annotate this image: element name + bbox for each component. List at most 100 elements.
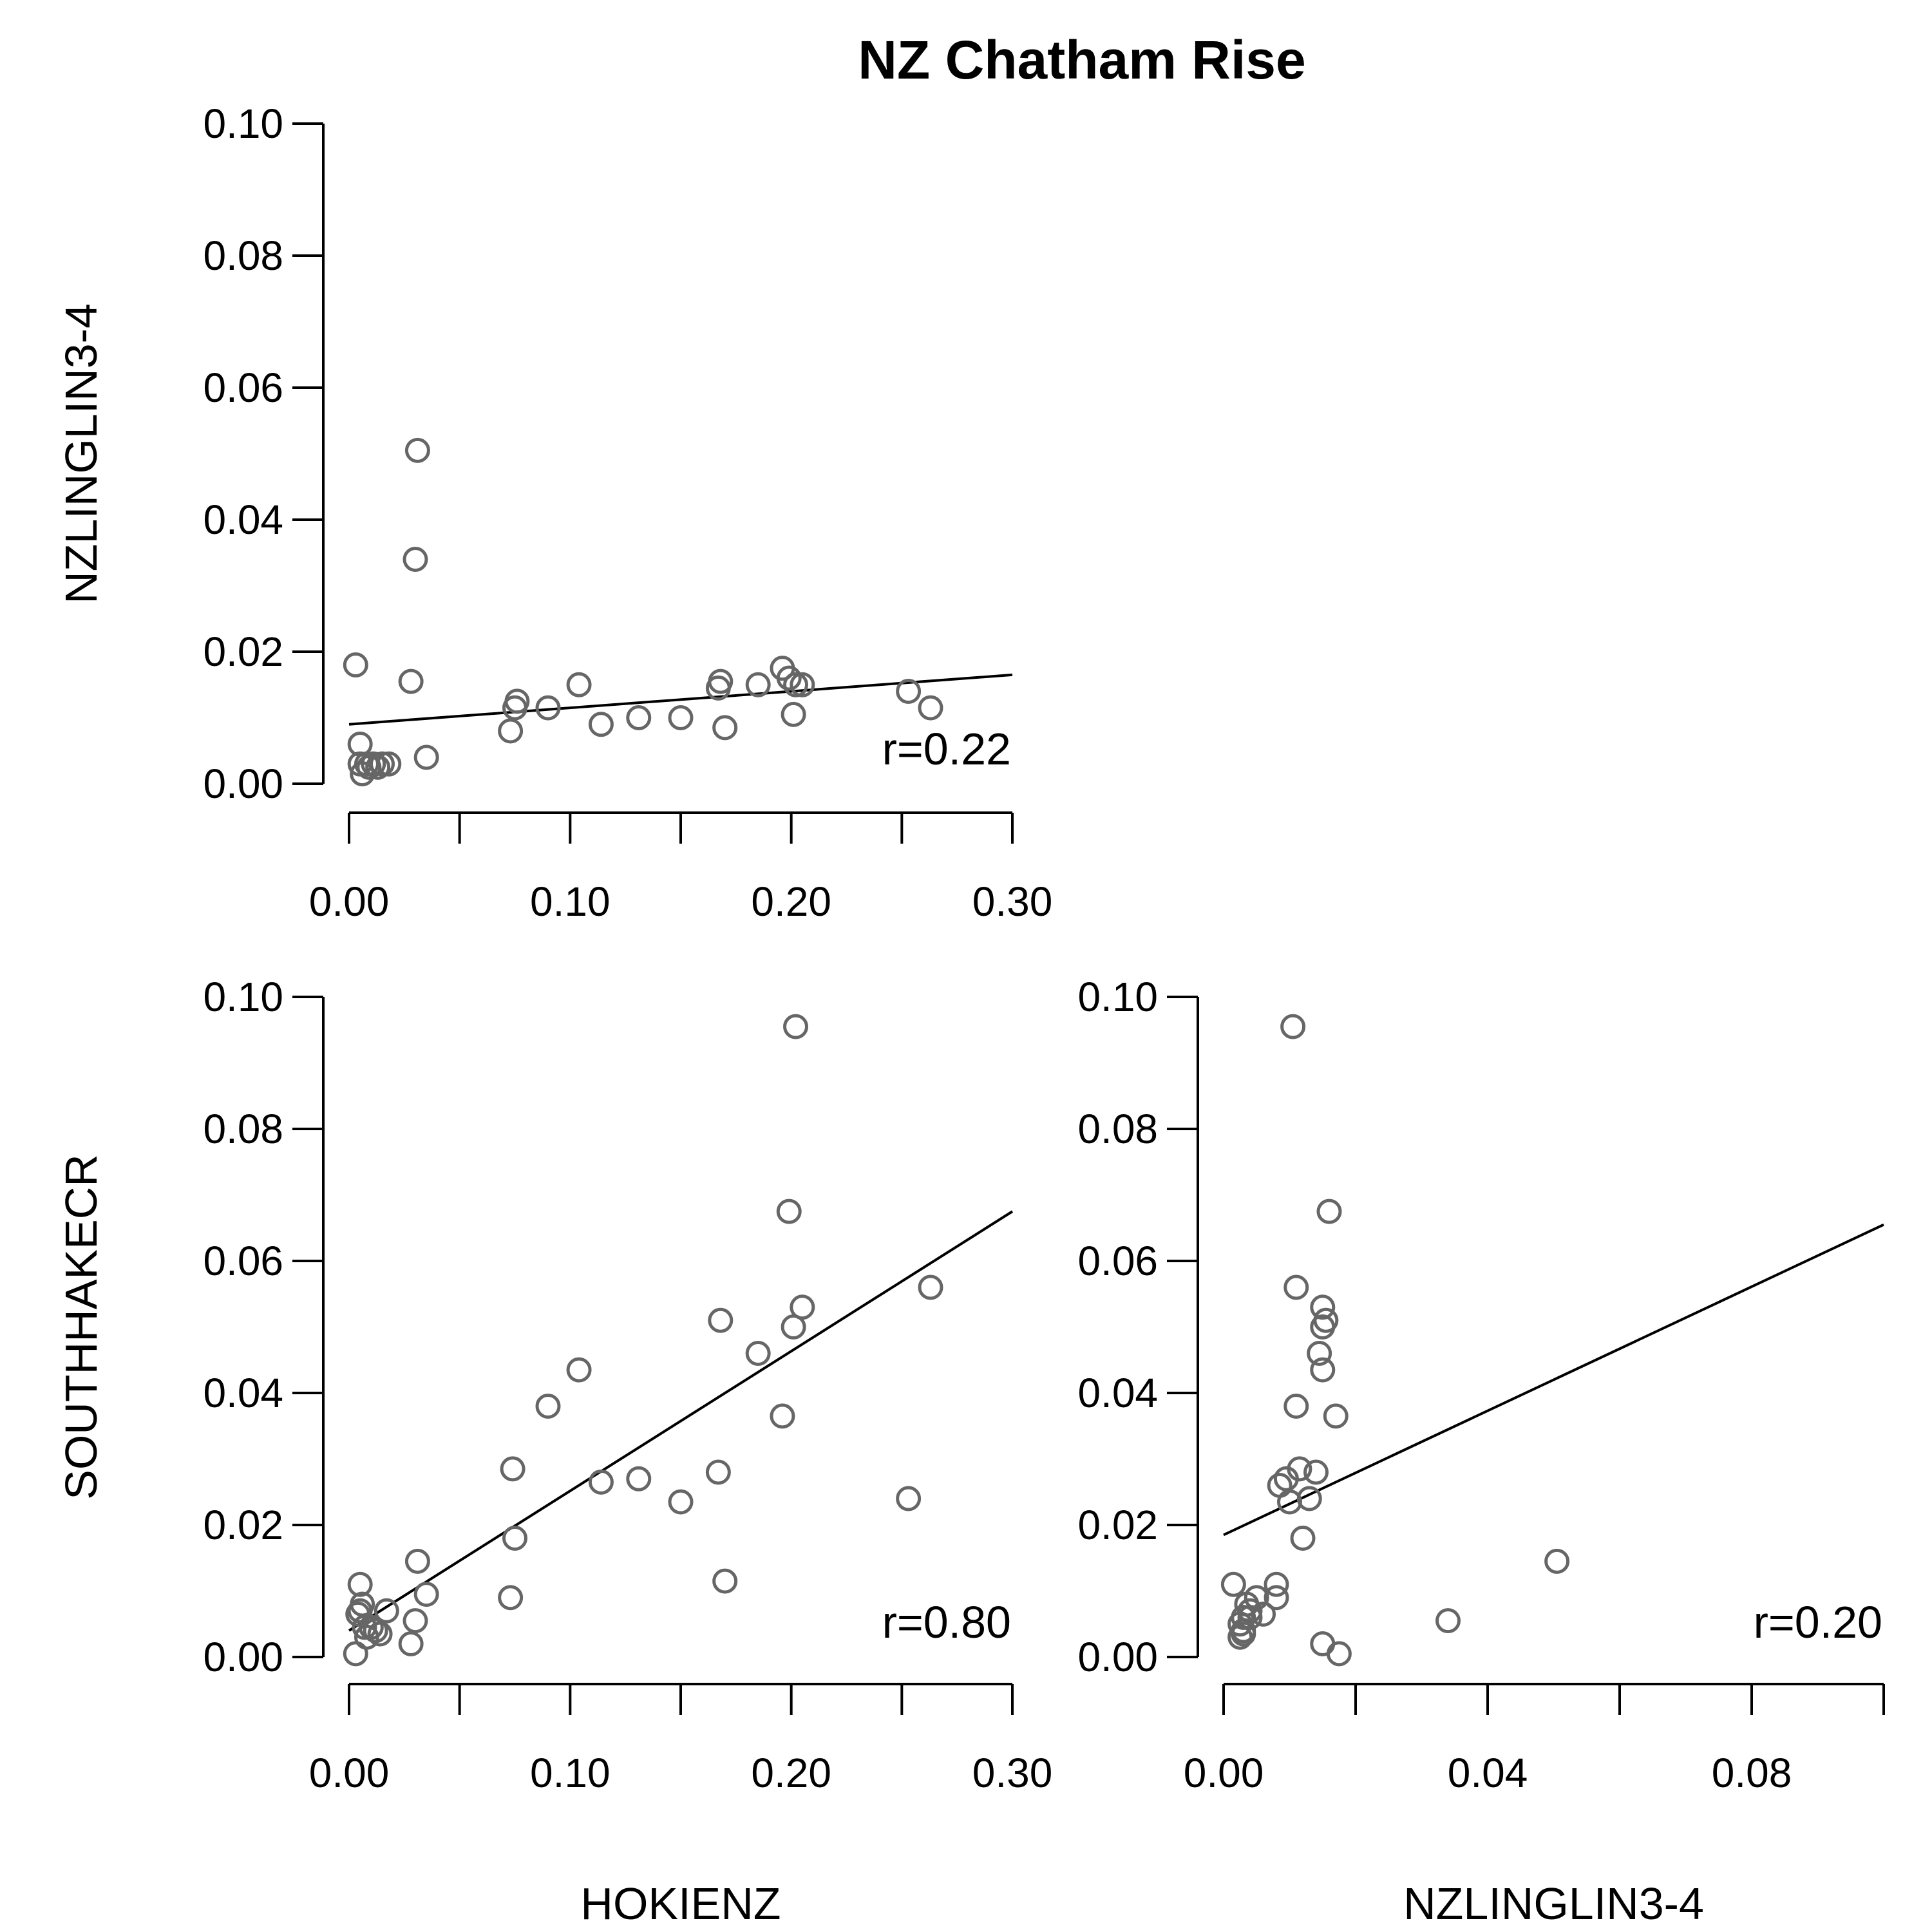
x-tick-label: 0.00 [309, 878, 390, 925]
data-point [404, 1548, 430, 1574]
x-tick-label: 0.20 [751, 1750, 831, 1796]
data-point [404, 437, 430, 463]
data-point [1544, 1548, 1570, 1574]
data-point [712, 1568, 738, 1594]
data-point [1307, 1341, 1332, 1366]
data-point [783, 672, 809, 697]
y-tick-label: 0.00 [1077, 1634, 1158, 1680]
data-point [1251, 1601, 1276, 1627]
y-tick-label: 0.02 [1077, 1502, 1158, 1548]
y-axis-title: NZLINGLIN3-4 [56, 303, 106, 604]
data-point [1220, 1571, 1246, 1597]
data-point [1287, 1456, 1312, 1482]
data-point [535, 1394, 561, 1419]
data-point [668, 1489, 694, 1515]
data-point [1296, 1486, 1322, 1511]
data-point [626, 1466, 652, 1492]
y-tick-label: 0.08 [203, 232, 283, 279]
y-tick-label: 0.02 [203, 629, 283, 675]
data-point [776, 665, 802, 691]
y-tick-label: 0.10 [1077, 974, 1158, 1020]
y-tick-label: 0.04 [1077, 1370, 1158, 1416]
y-tick-label: 0.02 [203, 1502, 283, 1548]
y-tick-label: 0.08 [203, 1106, 283, 1152]
data-point [1264, 1585, 1289, 1611]
data-point [566, 1357, 592, 1383]
panel-hoki-vs-ling: 0.00 0.02 0.04 0.06 0.08 0.10 0.00 0.10 0.20 0.30… [56, 100, 1052, 925]
y-tick-label: 0.04 [203, 497, 283, 543]
data-point [398, 1631, 424, 1656]
data-point [402, 1608, 428, 1634]
y-tick-label: 0.04 [203, 1370, 283, 1416]
data-point [402, 547, 428, 572]
data-point [343, 652, 368, 677]
data-point [1231, 1621, 1256, 1647]
x-tick-label: 0.10 [530, 1750, 611, 1796]
data-point [1283, 1394, 1309, 1419]
data-point [500, 1456, 526, 1482]
x-tick-label: 0.10 [530, 878, 611, 925]
correlation-label: r=0.80 [882, 1597, 1011, 1647]
data-point [347, 1571, 373, 1597]
regression-line [348, 1210, 1014, 1632]
data-point [1323, 1403, 1349, 1429]
data-point [712, 715, 738, 741]
data-point [626, 705, 652, 730]
data-point [413, 744, 439, 770]
y-tick-label: 0.10 [203, 974, 283, 1020]
data-point [398, 668, 424, 694]
data-point [668, 705, 694, 730]
data-point [374, 1598, 399, 1624]
data-point [361, 751, 386, 777]
data-point [790, 672, 815, 697]
data-point [566, 672, 592, 697]
correlation-label: r=0.20 [1754, 1597, 1882, 1647]
data-point [708, 1307, 734, 1333]
x-tick-label: 0.30 [972, 1750, 1053, 1796]
x-axis-title: HOKIENZ [580, 1879, 781, 1929]
data-point [1237, 1598, 1263, 1624]
data-point [1283, 1274, 1309, 1300]
data-point [1310, 1294, 1336, 1320]
data-point [535, 695, 561, 721]
data-point [502, 1526, 527, 1551]
y-tick-label: 0.06 [203, 365, 283, 411]
data-point [1313, 1307, 1339, 1333]
x-tick-label: 0.00 [1184, 1750, 1264, 1796]
data-point [896, 1486, 922, 1511]
data-point [783, 1014, 809, 1039]
data-point [1326, 1641, 1352, 1667]
data-point [367, 1621, 393, 1647]
data-point [781, 701, 806, 727]
panel-hoki-vs-hake: 0.00 0.02 0.04 0.06 0.08 0.10 0.00 0.10 0.20 0.30… [56, 974, 1052, 1929]
data-point [352, 1615, 377, 1640]
y-axis-title: SOUTHHAKECR [56, 1154, 106, 1500]
data-point [790, 1294, 815, 1320]
data-point [918, 695, 943, 721]
data-point [588, 712, 614, 737]
data-point [770, 1403, 795, 1429]
data-point [776, 1198, 802, 1224]
data-point [918, 1274, 943, 1300]
data-point [1280, 1014, 1306, 1039]
x-tick-label: 0.20 [751, 878, 831, 925]
data-point [498, 1585, 524, 1611]
x-tick-label: 0.04 [1448, 1750, 1528, 1796]
data-point [498, 718, 524, 744]
correlation-label: r=0.22 [882, 724, 1011, 774]
data-point [1316, 1198, 1342, 1224]
y-tick-label: 0.06 [203, 1238, 283, 1284]
y-tick-label: 0.00 [203, 761, 283, 807]
y-tick-label: 0.08 [1077, 1106, 1158, 1152]
x-tick-label: 0.08 [1712, 1750, 1792, 1796]
panel-ling-vs-hake: 0.00 0.02 0.04 0.06 0.08 0.10 0.00 0.04 0.08 NZLI… [1077, 974, 1885, 1929]
data-point [504, 688, 530, 714]
data-point [588, 1469, 614, 1495]
x-tick-label: 0.00 [309, 1750, 390, 1796]
chart-title: NZ Chatham Rise [858, 30, 1305, 90]
data-point [1290, 1526, 1316, 1551]
data-point [363, 1618, 388, 1643]
data-point [370, 751, 395, 777]
data-point [1303, 1459, 1329, 1485]
